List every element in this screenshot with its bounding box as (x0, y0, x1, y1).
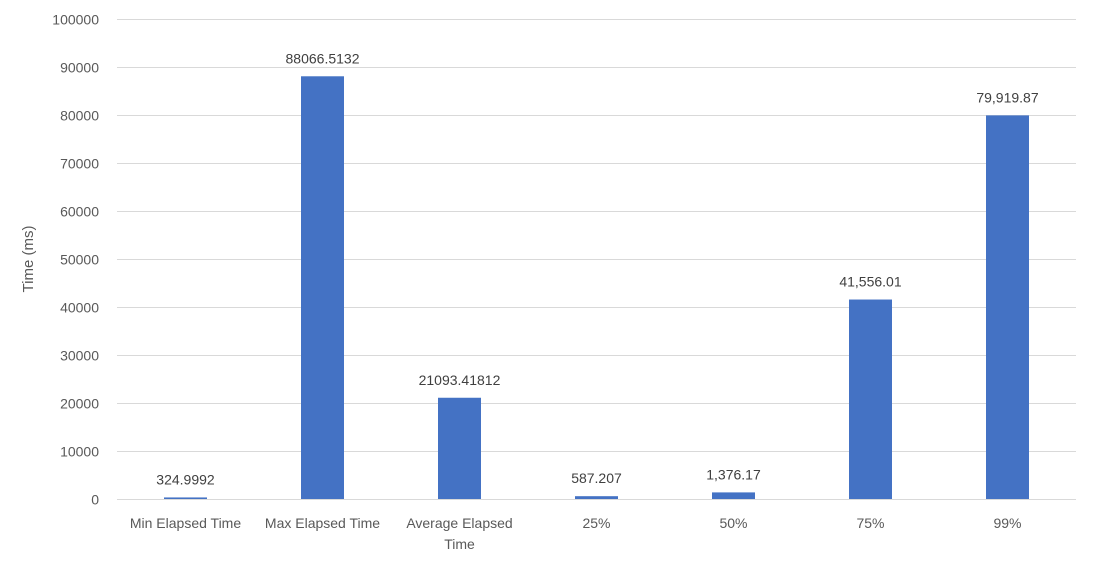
data-label: 41,556.01 (839, 274, 901, 290)
x-category-label: 99% (993, 515, 1021, 531)
y-tick-label: 10000 (60, 444, 99, 460)
bar (712, 492, 755, 499)
x-category-label: 50% (719, 515, 747, 531)
x-category-label: 75% (856, 515, 884, 531)
x-category-label: Average Elapsed Time (406, 515, 512, 552)
data-label: 1,376.17 (706, 466, 761, 482)
data-label: 88066.5132 (286, 50, 360, 66)
x-axis-categories: Min Elapsed Time Max Elapsed Time Average … (130, 515, 1022, 552)
data-label: 587.207 (571, 470, 622, 486)
data-label: 324.9992 (156, 471, 215, 487)
x-category-label: Min Elapsed Time (130, 515, 241, 531)
bar (438, 397, 481, 499)
y-tick-label: 0 (91, 492, 99, 508)
y-tick-label: 20000 (60, 396, 99, 412)
y-tick-label: 50000 (60, 252, 99, 268)
y-tick-label: 80000 (60, 108, 99, 124)
bar (849, 299, 892, 499)
data-label: 21093.41812 (419, 372, 501, 388)
y-axis-title: Time (ms) (20, 226, 37, 293)
y-tick-label: 100000 (52, 12, 99, 28)
bars (164, 76, 1029, 500)
bar (986, 115, 1029, 500)
x-category-label: 25% (582, 515, 610, 531)
data-label: 79,919.87 (976, 89, 1038, 105)
y-tick-label: 60000 (60, 204, 99, 220)
y-tick-label: 40000 (60, 300, 99, 316)
gridlines (117, 19, 1076, 500)
bar (164, 497, 207, 499)
bar (301, 76, 344, 500)
y-tick-label: 70000 (60, 156, 99, 172)
y-tick-label: 90000 (60, 60, 99, 76)
x-category-label: Max Elapsed Time (265, 515, 380, 531)
data-labels: 324.9992 88066.5132 21093.41812 587.207 1,37… (156, 50, 1039, 487)
y-tick-label: 30000 (60, 348, 99, 364)
bar (575, 496, 618, 499)
y-axis-ticks: 0 10000 20000 30000 40000 50000 60000 70000 8000… (52, 12, 99, 508)
